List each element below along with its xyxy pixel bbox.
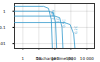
svg-text:1C: 1C bbox=[56, 17, 60, 22]
svg-text:0.2C: 0.2C bbox=[74, 25, 78, 34]
svg-text:Discharge time (h): Discharge time (h) bbox=[36, 56, 74, 61]
svg-text:1: 1 bbox=[22, 56, 25, 61]
svg-text:2.85V: 2.85V bbox=[51, 9, 56, 20]
svg-text:0.1: 0.1 bbox=[0, 25, 6, 30]
svg-text:10 000: 10 000 bbox=[80, 56, 94, 61]
svg-text:1: 1 bbox=[3, 9, 6, 14]
svg-text:0.5C: 0.5C bbox=[62, 19, 67, 28]
svg-text:0.01: 0.01 bbox=[0, 41, 6, 46]
